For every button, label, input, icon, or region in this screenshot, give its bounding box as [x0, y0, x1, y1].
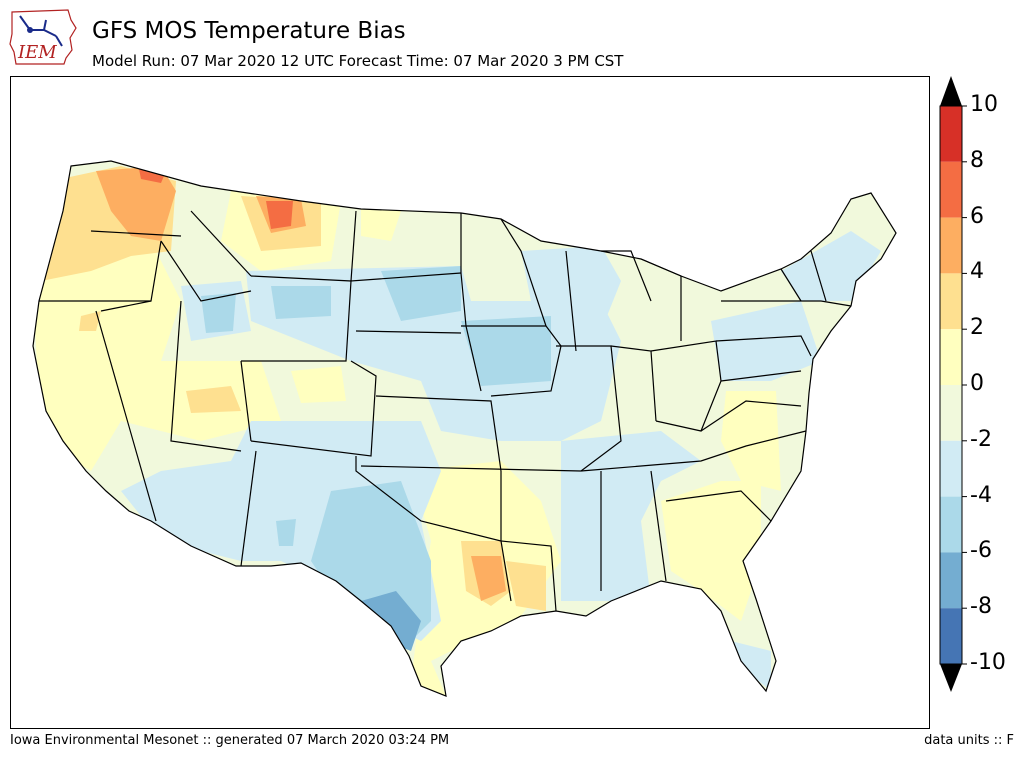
- colorbar-ticks: [962, 105, 967, 665]
- colorbar-band: [940, 552, 962, 609]
- colorbar: [930, 76, 1024, 696]
- colorbar-bands: [940, 106, 962, 664]
- footer-credit: Iowa Environmental Mesonet :: generated …: [10, 733, 450, 748]
- colorbar-tick-label: -10: [970, 650, 1006, 675]
- colorbar-tick-label: -2: [970, 426, 992, 452]
- colorbar-band: [940, 440, 962, 497]
- logo-text: IEM: [17, 42, 57, 63]
- colorbar-band: [940, 329, 962, 385]
- colorbar-band: [940, 161, 962, 218]
- colorbar-tick-label: -6: [970, 538, 992, 564]
- colorbar-band: [940, 608, 962, 664]
- page-subtitle: Model Run: 07 Mar 2020 12 UTC Forecast T…: [92, 52, 624, 70]
- colorbar-over-arrow: [940, 76, 962, 106]
- colorbar-tick-label: 8: [970, 147, 984, 173]
- colorbar-tick-label: -8: [970, 594, 992, 620]
- bias-map: [32, 160, 897, 697]
- footer-units: data units :: F: [924, 733, 1014, 748]
- colorbar-band: [940, 385, 962, 441]
- colorbar-under-arrow: [940, 664, 962, 692]
- map-panel: [10, 76, 930, 729]
- colorbar-svg: [939, 76, 967, 692]
- iem-logo: IEM: [8, 6, 78, 66]
- colorbar-tick-label: 2: [970, 315, 984, 341]
- colorbar-band: [940, 496, 962, 553]
- state-boundaries: [32, 160, 897, 697]
- colorbar-band: [940, 106, 962, 162]
- colorbar-tick-label: -4: [970, 482, 992, 508]
- colorbar-band: [940, 273, 962, 330]
- colorbar-tick-label: 4: [970, 259, 984, 285]
- colorbar-tick-label: 10: [970, 92, 998, 117]
- bias-field: [33, 161, 896, 696]
- page-title: GFS MOS Temperature Bias: [92, 18, 406, 44]
- colorbar-band: [940, 217, 962, 274]
- colorbar-tick-label: 6: [970, 203, 984, 229]
- colorbar-tick-label: 0: [970, 371, 984, 396]
